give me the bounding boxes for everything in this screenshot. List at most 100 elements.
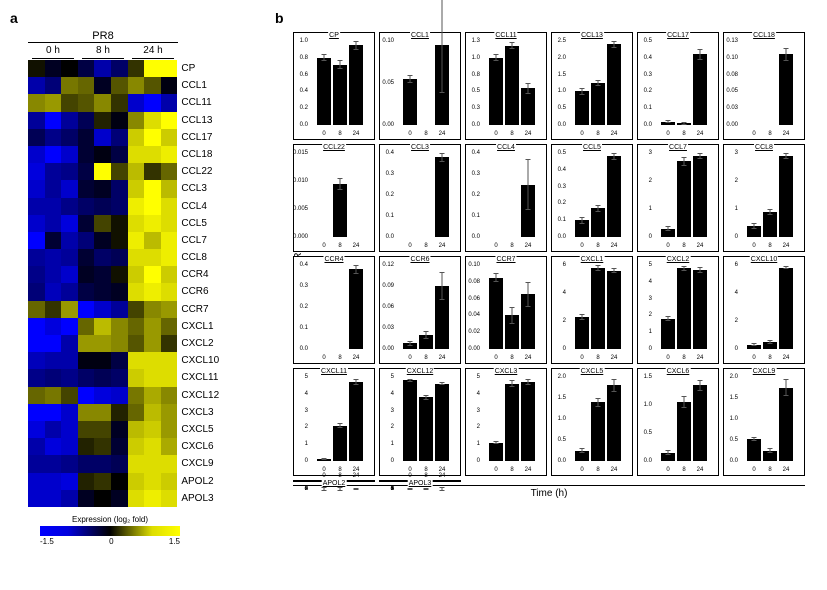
heatmap-cell [78, 112, 95, 129]
bar-chart-title: CCL3 [410, 144, 430, 151]
bar-chart-title: CXCL12 [406, 368, 434, 375]
y-tick: 0.8 [300, 55, 308, 61]
heatmap-cell [111, 473, 128, 490]
x-axis: 0824 [654, 131, 714, 137]
y-tick: 2 [735, 318, 738, 324]
x-tick: 24 [779, 243, 793, 249]
bar-chart: CCR60.000.030.060.090.120824 [379, 256, 461, 364]
heatmap-cell [161, 490, 178, 507]
y-axis: 0.000.050.10 [380, 41, 395, 125]
gene-label: CCL1 [181, 77, 219, 94]
x-tick: 0 [489, 131, 503, 137]
y-tick: 0.0 [558, 458, 566, 464]
heatmap-cell [45, 129, 62, 146]
heatmap-cell [128, 335, 145, 352]
bar [591, 268, 605, 349]
heatmap-cell [61, 129, 78, 146]
heatmap-cell [61, 335, 78, 352]
heatmap-cell [161, 163, 178, 180]
heatmap-cell [111, 94, 128, 111]
heatmap-cell [128, 421, 145, 438]
heatmap-cell [94, 94, 111, 111]
bar [403, 380, 417, 461]
y-axis: 0246 [724, 265, 739, 349]
heatmap-cell [94, 232, 111, 249]
y-tick: 3 [649, 296, 652, 302]
x-tick: 8 [419, 243, 433, 249]
plot-area [482, 41, 542, 125]
heatmap-cell [78, 335, 95, 352]
heatmap-cell [28, 335, 45, 352]
heatmap-cell [161, 421, 178, 438]
heatmap-cell [111, 232, 128, 249]
y-tick: 0.13 [726, 38, 738, 44]
heatmap-cell [28, 318, 45, 335]
y-tick: 0.015 [293, 150, 308, 156]
colorbar-tick: -1.5 [40, 537, 54, 546]
heatmap-cell [161, 455, 178, 472]
y-tick: 1.0 [644, 402, 652, 408]
y-tick: 2.0 [558, 374, 566, 380]
x-tick: 24 [693, 467, 707, 473]
bars-container [310, 377, 370, 461]
x-axis: 0824 [310, 355, 370, 361]
y-tick: 0 [477, 458, 480, 464]
x-tick: 24 [435, 473, 449, 479]
heatmap-cell [144, 249, 161, 266]
bar [607, 385, 621, 461]
heatmap-cell [94, 215, 111, 232]
heatmap-cell [144, 438, 161, 455]
bar [435, 45, 449, 125]
heatmap-cell [111, 387, 128, 404]
gene-label: CXCL2 [181, 335, 219, 352]
heatmap-cell [78, 249, 95, 266]
heatmap-cell [78, 283, 95, 300]
plot-area [740, 265, 800, 349]
heatmap-cell [128, 318, 145, 335]
heatmap-cell [28, 249, 45, 266]
gene-label: CCL13 [181, 112, 219, 129]
bar-chart: CXCL110123450824 [293, 368, 375, 476]
heatmap-cell [28, 301, 45, 318]
heatmap-cell [94, 129, 111, 146]
y-tick: 1 [649, 206, 652, 212]
heatmap-cell [45, 369, 62, 386]
x-tick: 8 [763, 467, 777, 473]
x-tick: 0 [575, 243, 589, 249]
bar-chart: CXCL20123450824 [637, 256, 719, 364]
y-tick: 3 [735, 150, 738, 156]
heatmap-cell [94, 180, 111, 197]
y-tick: 0.00 [382, 122, 394, 128]
x-axis: 0824 [740, 355, 800, 361]
heatmap-cell [111, 369, 128, 386]
heatmap-cell [94, 249, 111, 266]
heatmap-cell [45, 198, 62, 215]
heatmap-cell [78, 369, 95, 386]
bar-chart-title: CCR4 [323, 256, 344, 263]
bar [779, 268, 793, 349]
gene-label: CXCL3 [181, 404, 219, 421]
heatmap-cell [161, 301, 178, 318]
heatmap-cell [78, 94, 95, 111]
bars-container [740, 377, 800, 461]
heatmap-cell [161, 146, 178, 163]
x-tick: 0 [317, 243, 331, 249]
y-tick: 4 [735, 290, 738, 296]
y-axis: 0.00.10.20.30.40.5 [552, 153, 567, 237]
x-axis: 0824 [310, 473, 370, 479]
y-axis: 0.00.20.40.60.81.0 [294, 41, 309, 125]
heatmap-cell [128, 180, 145, 197]
heatmap-cell [78, 232, 95, 249]
y-tick: 0.2 [300, 304, 308, 310]
heatmap-cell [144, 198, 161, 215]
bar [661, 453, 675, 461]
x-tick: 0 [489, 243, 503, 249]
heatmap-cell [28, 283, 45, 300]
x-axis: 0824 [568, 131, 628, 137]
y-tick: 0.10 [468, 262, 480, 268]
plot-area [568, 265, 628, 349]
x-tick: 8 [591, 467, 605, 473]
plot-area [740, 377, 800, 461]
heatmap-cell [161, 318, 178, 335]
gene-label: CCL3 [181, 180, 219, 197]
